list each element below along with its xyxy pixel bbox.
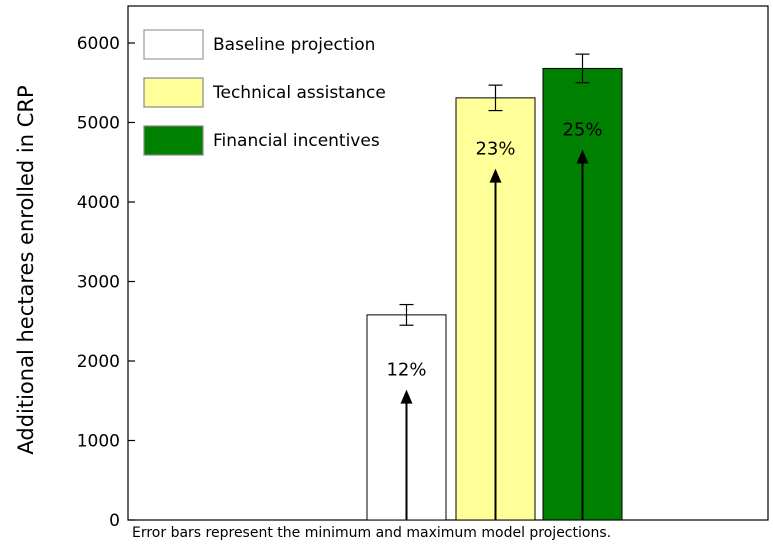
legend-label: Technical assistance <box>212 83 386 103</box>
y-tick-label: 3000 <box>77 273 120 293</box>
plot-frame <box>127 5 769 521</box>
percent-label: 23% <box>475 139 515 160</box>
percent-label: 12% <box>386 360 426 381</box>
arrow-head <box>400 389 413 404</box>
y-tick-label: 2000 <box>77 352 120 372</box>
legend-swatch <box>143 29 204 60</box>
legend-swatch <box>143 125 204 156</box>
y-tick-label: 4000 <box>77 193 120 213</box>
y-tick-label: 0 <box>109 511 120 531</box>
legend-swatch <box>143 77 204 108</box>
y-axis-label: Additional hectares enrolled in CRP <box>14 85 38 454</box>
percent-label: 25% <box>562 120 602 141</box>
arrow-head <box>576 149 589 164</box>
legend: Baseline projection Technical assistance F… <box>143 29 386 156</box>
y-tick-label: 1000 <box>77 432 120 452</box>
legend-label: Baseline projection <box>213 35 375 55</box>
error-bar-note: Error bars represent the minimum and max… <box>132 525 612 541</box>
arrow-head <box>489 168 502 183</box>
y-tick-label: 5000 <box>77 114 120 134</box>
legend-label: Financial incentives <box>213 131 380 151</box>
y-tick-label: 6000 <box>77 34 120 54</box>
